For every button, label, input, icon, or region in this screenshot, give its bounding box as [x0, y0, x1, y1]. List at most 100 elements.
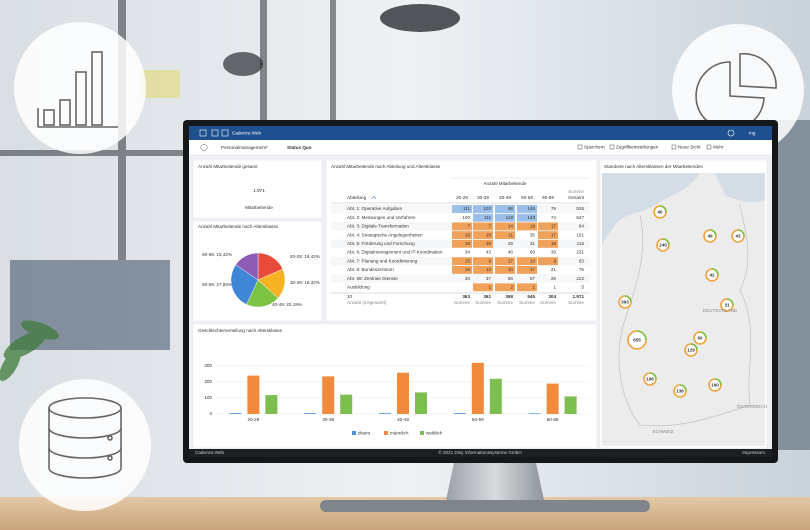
header-icon[interactable] — [199, 129, 207, 137]
action-icon[interactable] — [577, 144, 583, 150]
table-cell-fill — [473, 265, 493, 274]
table-cell: 19 — [465, 241, 471, 246]
map-sea — [602, 173, 700, 245]
map-marker-label: 60 — [697, 336, 703, 341]
x-tick-label: 40-49 — [397, 417, 409, 422]
table-cell: 18 — [486, 241, 492, 246]
action-icon[interactable] — [706, 144, 712, 150]
table-cell: 19 — [486, 232, 492, 237]
table-cell-fill — [517, 222, 537, 231]
table-column-header: Abteilung — [347, 195, 367, 200]
table-cell-fill — [473, 239, 493, 248]
lamp — [380, 4, 460, 32]
table-cell-fill — [452, 231, 472, 240]
toolbar-action[interactable]: Zugriffseinstellungen — [616, 145, 659, 150]
toolbar-action[interactable]: Mehr — [713, 145, 724, 150]
bar — [265, 395, 278, 414]
table-cell-fill — [452, 222, 472, 231]
bar — [322, 376, 335, 414]
app-header — [189, 126, 772, 140]
x-tick-label: 60-69 — [547, 417, 559, 422]
action-icon[interactable] — [609, 144, 615, 150]
table-column-header: 40-49 — [499, 195, 511, 200]
table-cell-fill — [473, 283, 493, 292]
bar — [415, 392, 427, 414]
table-row-label: Abt. 8: Bundeszentrum — [347, 267, 394, 272]
table-row-bg — [331, 282, 590, 292]
globe-icon — [200, 144, 208, 151]
map-marker-label: 655 — [633, 338, 641, 343]
action-icon[interactable] — [671, 144, 677, 150]
table-cell: 145 — [527, 206, 535, 211]
panel-title: Anzahl Mitarbeitende nach Altersklasse — [198, 224, 279, 229]
map-marker-segment — [649, 372, 657, 380]
monitor-stand — [445, 458, 545, 505]
table-cell: 29 — [508, 241, 514, 246]
header-icon[interactable] — [221, 129, 229, 137]
table-total: 231 — [576, 250, 584, 255]
table-cell-fill — [452, 239, 472, 248]
dashboard: Cadenza Web Ing Personalmanagement* Status … — [189, 126, 772, 457]
table-cell: 15 — [465, 258, 471, 263]
header-icon[interactable] — [211, 129, 219, 137]
legend-label: männlich — [390, 430, 409, 435]
table-cell-fill — [517, 213, 537, 222]
map-marker-segment — [679, 384, 687, 392]
bar — [229, 413, 242, 414]
table-cell: 13 — [530, 258, 536, 263]
table-footer-count: 10 — [347, 294, 353, 299]
y-tick-label: 100 — [204, 395, 212, 400]
map-marker-segment — [690, 343, 698, 351]
table-cell-fill — [538, 239, 558, 248]
map-marker-label: 393 — [621, 300, 629, 305]
table-row-bg — [331, 213, 590, 223]
table-total-header: Gesamt — [568, 195, 585, 200]
y-tick-label: 0 — [209, 411, 212, 416]
table-row-label: Abt. 2: Messungen und Verfahren — [347, 215, 416, 220]
table-footer-value: 545 — [527, 294, 535, 299]
table-cell: 57 — [530, 276, 536, 281]
table-cell: 1 — [532, 285, 535, 290]
table-footer-value: 363 — [462, 294, 470, 299]
table-cell: 1 — [488, 285, 491, 290]
table-cell: 37 — [486, 276, 492, 281]
map-land — [602, 173, 765, 446]
map-marker-segment — [659, 205, 667, 213]
map-marker-segment — [699, 331, 707, 339]
panel-title: Geschlechterverteilung nach Altersklasse — [198, 328, 282, 333]
table-row-bg — [331, 248, 590, 257]
table-cell: 98 — [508, 206, 514, 211]
table-cell: 17 — [551, 232, 557, 237]
pie-label: 60-69: 15,42% — [202, 252, 232, 257]
panel — [192, 323, 598, 449]
toolbar-action[interactable]: Speichern — [584, 145, 605, 150]
bar — [247, 375, 260, 414]
table-cell-fill — [495, 231, 515, 240]
user-name[interactable]: Ing — [749, 131, 756, 136]
sort-arrow[interactable] — [371, 195, 377, 200]
map-marker-label: 40 — [657, 210, 663, 215]
pie-label: 30-39: 18,32% — [290, 280, 320, 285]
table-footer-caption: Summe — [540, 300, 556, 305]
table-total: 63 — [579, 258, 585, 263]
pie-slice — [235, 252, 259, 281]
map-marker-label: 136 — [676, 389, 684, 394]
panel-title: Anzahl Mitarbeitende gesamt — [198, 164, 258, 169]
help-icon[interactable] — [727, 129, 735, 137]
table-column-header: 50-59 — [521, 195, 533, 200]
table-row-label: Abt. 4: Strategische Angelegenheiten — [347, 232, 423, 237]
y-tick-label: 200 — [204, 379, 212, 384]
table-cell: 111 — [463, 206, 470, 211]
bar — [546, 383, 559, 414]
map-marker-label: 196 — [646, 377, 654, 382]
table-cell: 56 — [508, 276, 514, 281]
map-border — [618, 204, 752, 427]
toolbar-action[interactable]: Neue Sicht — [678, 145, 701, 150]
table-row-label: Abt. 3: Digitale Transformation — [347, 224, 409, 229]
table-footer-caption: Summe — [475, 300, 491, 305]
y-tick-label: 300 — [204, 363, 212, 368]
icon-circle — [19, 379, 151, 511]
table-total: 64 — [579, 224, 585, 229]
footer-link[interactable]: Impressum — [742, 450, 765, 455]
table-cell: 100 — [462, 215, 470, 220]
